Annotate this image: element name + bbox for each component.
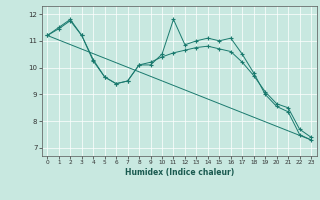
X-axis label: Humidex (Indice chaleur): Humidex (Indice chaleur)	[124, 168, 234, 177]
